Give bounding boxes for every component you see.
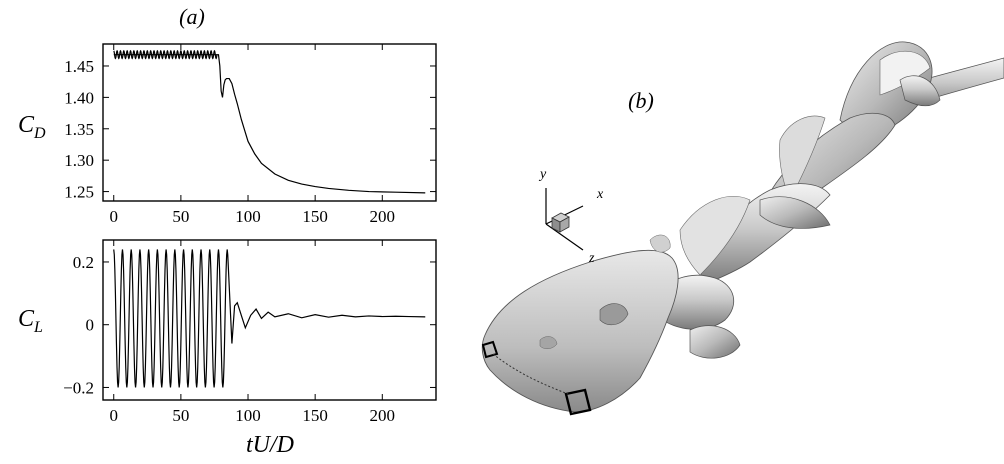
- cl-series-line: [113, 249, 426, 388]
- cd-ylabel: CD: [18, 112, 46, 142]
- y-tick-label: −0.2: [63, 378, 94, 397]
- cl-ticks: [103, 240, 436, 400]
- head-dimple-1: [599, 303, 629, 326]
- y-tick-label: 0: [86, 316, 95, 335]
- x-tick-label: 100: [235, 406, 261, 425]
- square-cylinder-top: [481, 340, 499, 359]
- braid-mid-2: [779, 115, 826, 201]
- near-wake-lobe-2: [689, 325, 741, 359]
- x-tick-label: 100: [235, 207, 261, 226]
- triad-cube-right: [559, 216, 570, 233]
- vortex-wake-rendering: [481, 41, 1004, 416]
- x-tick-label: 200: [370, 207, 396, 226]
- cl-plot-frame: [102, 239, 437, 401]
- x-tick-label: 0: [109, 207, 118, 226]
- head-dimple-2: [539, 336, 558, 349]
- cd-ticks: [103, 44, 436, 201]
- cylinder-span-edge: [492, 353, 569, 395]
- x-tick-label: 50: [172, 207, 189, 226]
- cl-ylabel: CL: [18, 306, 43, 336]
- shared-xlabel: tU/D: [246, 432, 294, 458]
- cd-tick-labels: 0 50 100 150 200 1.25 1.30 1.35 1.40 1.45: [64, 57, 395, 226]
- triad-x-label: x: [596, 187, 604, 202]
- x-tick-label: 200: [370, 406, 396, 425]
- y-tick-label: 1.45: [64, 57, 94, 76]
- x-tick-label: 150: [302, 207, 328, 226]
- y-tick-label: 1.35: [64, 120, 94, 139]
- panel-b-label: (b): [628, 88, 654, 113]
- triad-y-label: y: [538, 167, 547, 182]
- x-tick-label: 150: [302, 406, 328, 425]
- cd-plot-frame: [102, 43, 437, 202]
- drag-coefficient-chart: 0 50 100 150 200 1.25 1.30 1.35 1.40 1.45 CD: [18, 43, 437, 226]
- y-tick-label: 0.2: [73, 253, 94, 272]
- cl-tick-labels: 0 50 100 150 200 −0.2 0 0.2: [63, 253, 395, 425]
- y-tick-label: 1.40: [64, 88, 94, 107]
- coordinate-triad: y x z: [538, 167, 604, 266]
- head-horn: [649, 234, 671, 253]
- y-tick-label: 1.30: [64, 151, 94, 170]
- panel-a-label: (a): [179, 4, 205, 29]
- hairpin-loop-top-inner: [879, 50, 931, 96]
- cylinder-head-sheath: [481, 249, 679, 413]
- cd-series-line: [113, 49, 426, 194]
- x-tick-label: 0: [109, 406, 118, 425]
- y-tick-label: 1.25: [64, 183, 94, 202]
- lift-coefficient-chart: 0 50 100 150 200 −0.2 0 0.2 CL: [18, 239, 437, 425]
- x-tick-label: 50: [172, 406, 189, 425]
- hairpin-knot: [899, 75, 941, 107]
- triad-z-label: z: [588, 251, 595, 266]
- braid-mid-4: [679, 196, 751, 276]
- braid-mid-5: [759, 196, 831, 229]
- square-cylinder-bottom: [564, 388, 592, 416]
